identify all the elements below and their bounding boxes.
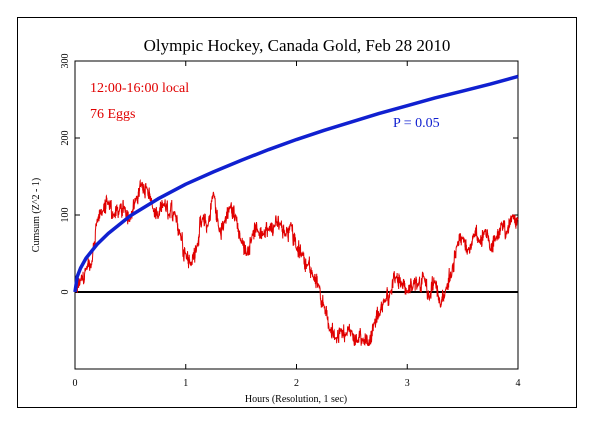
chart-title: Olympic Hockey, Canada Gold, Feb 28 2010 (144, 36, 451, 55)
y-tick-label: 100 (60, 208, 71, 223)
x-tick-label: 3 (405, 378, 410, 389)
y-tick-label: 200 (60, 131, 71, 146)
x-tick-label: 0 (73, 378, 78, 389)
series-probability-line (73, 74, 519, 293)
annotation-eggs: 76 Eggs (90, 107, 136, 122)
annotation-time-window: 12:00-16:00 local (90, 81, 189, 96)
x-tick-label: 2 (294, 378, 299, 389)
series-cumsum-line (74, 178, 519, 347)
y-tick-label: 300 (60, 54, 71, 69)
x-tick-label: 1 (183, 378, 188, 389)
y-axis-label: Cumsum (Z^2 - 1) (31, 178, 42, 252)
x-tick-label: 4 (516, 378, 521, 389)
y-tick-label: 0 (60, 290, 71, 295)
chart-frame (17, 17, 577, 408)
plot-border (74, 60, 519, 370)
x-axis-label: Hours (Resolution, 1 sec) (245, 394, 347, 405)
plot-area: 0 1 2 3 4 0 100 200 300 (60, 54, 521, 390)
annotation-probability: P = 0.05 (393, 116, 440, 131)
